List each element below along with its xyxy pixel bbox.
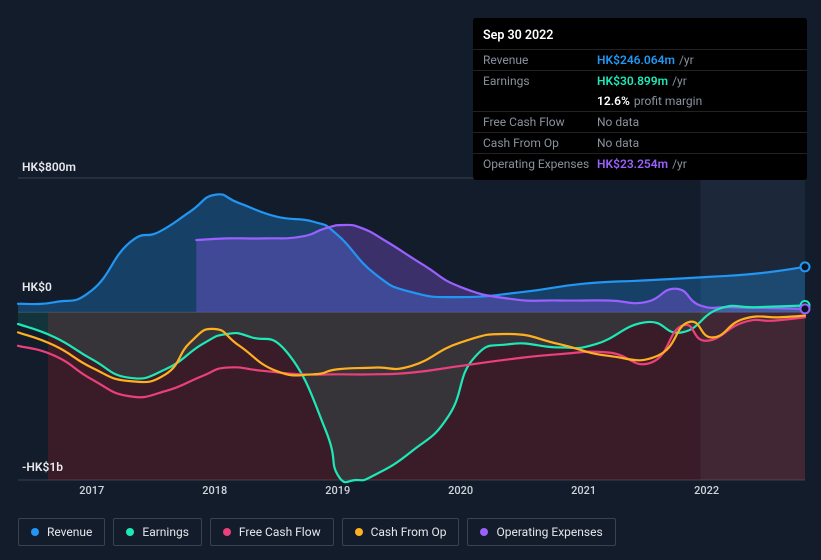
tooltip-row-label	[483, 94, 597, 108]
x-axis-label: 2022	[694, 484, 719, 497]
tooltip-row-label: Revenue	[483, 53, 597, 67]
tooltip-row-value: No data	[597, 115, 639, 129]
tooltip-row: Cash From OpNo data	[473, 132, 807, 153]
tooltip-row-label: Earnings	[483, 74, 597, 88]
x-axis-label: 2019	[325, 484, 350, 497]
legend-item-label: Earnings	[142, 525, 189, 539]
legend-dot-icon	[355, 528, 363, 536]
y-axis-label: HK$0	[22, 280, 52, 294]
tooltip-row: Free Cash FlowNo data	[473, 111, 807, 132]
tooltip-row-label: Free Cash Flow	[483, 115, 597, 129]
x-axis-label: 2021	[571, 484, 596, 497]
legend-dot-icon	[31, 528, 39, 536]
legend-item-earnings[interactable]: Earnings	[113, 518, 202, 546]
tooltip-row-value: HK$30.899m/yr	[597, 74, 687, 88]
tooltip-row-value: No data	[597, 136, 639, 150]
tooltip-row-label: Cash From Op	[483, 136, 597, 150]
x-axis-label: 2017	[79, 484, 104, 497]
chart-legend: Revenue Earnings Free Cash Flow Cash From O…	[18, 518, 616, 546]
x-axis-label: 2018	[202, 484, 227, 497]
tooltip-row-value: HK$246.064m/yr	[597, 53, 694, 67]
legend-item-opex[interactable]: Operating Expenses	[467, 518, 615, 546]
y-axis-label: -HK$1b	[22, 460, 63, 474]
x-axis-label: 2020	[448, 484, 473, 497]
legend-dot-icon	[126, 528, 134, 536]
legend-item-label: Revenue	[47, 525, 92, 539]
tooltip-row: 12.6%profit margin	[473, 91, 807, 111]
legend-dot-icon	[223, 528, 231, 536]
legend-item-label: Cash From Op	[371, 525, 447, 539]
tooltip-row-label: Operating Expenses	[483, 157, 597, 171]
tooltip-row: EarningsHK$30.899m/yr	[473, 70, 807, 91]
tooltip-row: RevenueHK$246.064m/yr	[473, 49, 807, 70]
legend-item-revenue[interactable]: Revenue	[18, 518, 105, 546]
legend-item-fcf[interactable]: Free Cash Flow	[210, 518, 334, 546]
legend-item-label: Operating Expenses	[496, 525, 602, 539]
tooltip-row-value: HK$23.254m/yr	[597, 157, 687, 171]
chart-tooltip: Sep 30 2022 RevenueHK$246.064m/yrEarning…	[473, 18, 807, 180]
y-axis-label: HK$800m	[22, 160, 76, 174]
tooltip-row-value: 12.6%profit margin	[597, 94, 702, 108]
legend-item-label: Free Cash Flow	[239, 525, 321, 539]
tooltip-row: Operating ExpensesHK$23.254m/yr	[473, 153, 807, 174]
legend-dot-icon	[480, 528, 488, 536]
legend-item-cashop[interactable]: Cash From Op	[342, 518, 460, 546]
tooltip-date: Sep 30 2022	[473, 24, 807, 49]
